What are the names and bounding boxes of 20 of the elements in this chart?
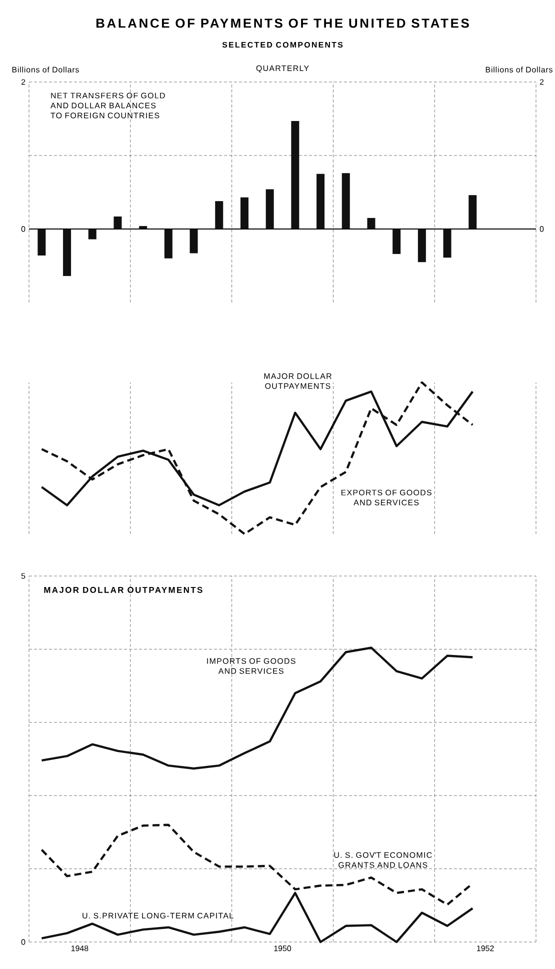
bar <box>342 173 350 229</box>
bar <box>164 228 172 258</box>
bar <box>443 228 452 258</box>
bar <box>114 216 122 229</box>
bar <box>468 195 477 229</box>
bar <box>215 201 224 229</box>
bar <box>88 228 96 240</box>
bar <box>418 228 426 262</box>
bar <box>63 228 72 276</box>
bar <box>190 228 198 254</box>
bar <box>392 228 401 254</box>
bar <box>367 218 376 229</box>
line-series <box>40 646 474 770</box>
bar <box>316 174 325 229</box>
text: MAJOR DOLLAR OUTPAYMENTS <box>44 586 202 593</box>
bar <box>291 120 300 229</box>
bar <box>240 197 248 229</box>
chart-title: BALANCE OF PAYMENTS OF THE UNITED STATES <box>96 18 469 28</box>
bar <box>266 189 274 229</box>
bar <box>38 228 46 256</box>
